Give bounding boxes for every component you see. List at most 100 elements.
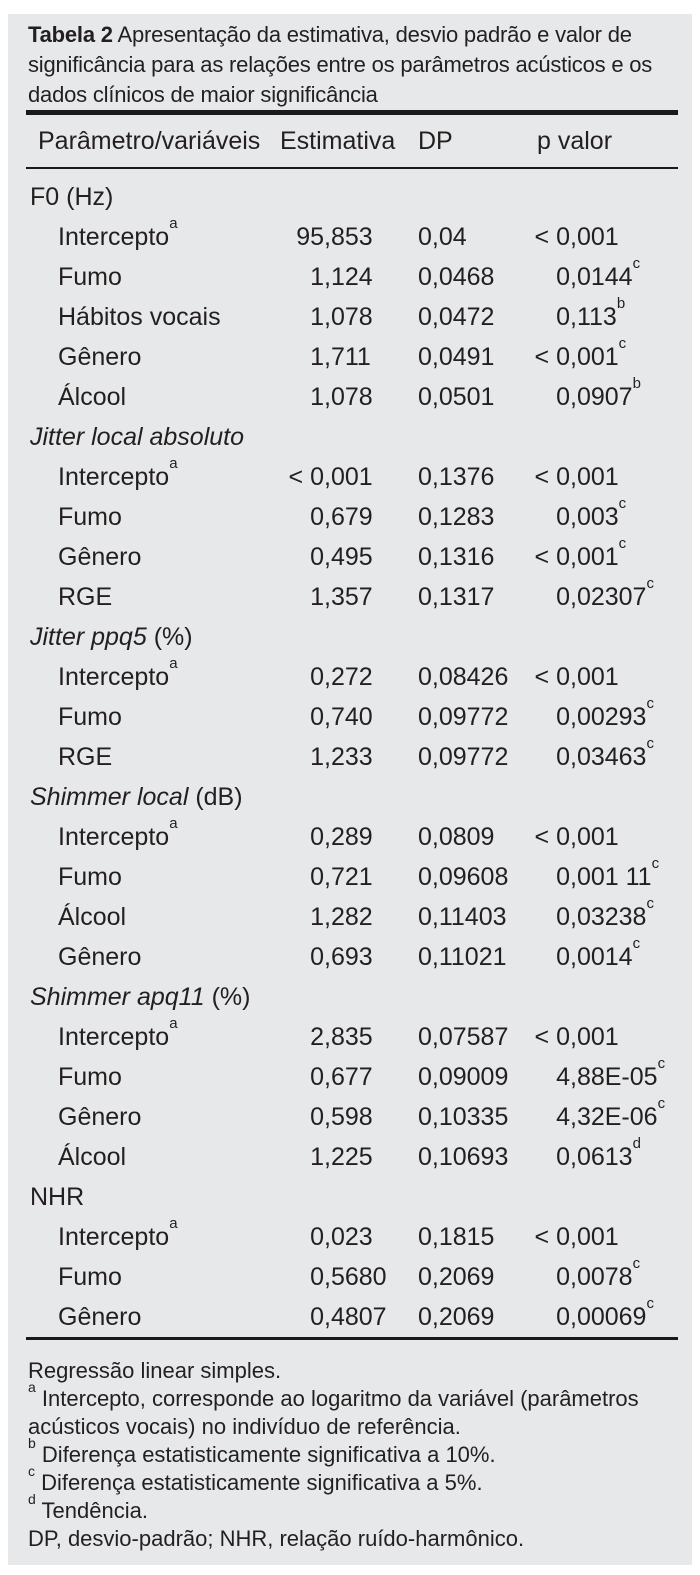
section-label: Jitter local absoluto: [30, 423, 244, 452]
decimal-part: ,003c: [570, 495, 627, 531]
integer-part: 0: [310, 542, 324, 571]
decimal-part: ,001: [570, 662, 619, 691]
decimal-part: ,693: [324, 942, 373, 971]
decimal-part: ,711: [324, 342, 371, 371]
table-caption-text: Apresentação da estimativa, desvio padrã…: [28, 22, 653, 107]
estimativa-cell: 1,225: [280, 1143, 418, 1172]
p-valor-cell: < 0,001: [533, 463, 678, 492]
decimal-part: ,0907b: [570, 375, 641, 411]
superscript-marker: a: [169, 1215, 178, 1233]
dp-cell: 0,09772: [418, 702, 509, 731]
superscript-marker: c: [646, 1295, 654, 1313]
param-cell: Fumo: [58, 502, 122, 531]
integer-part: 0: [310, 702, 324, 731]
param-cell: Interceptoa: [58, 1215, 178, 1251]
estimativa-cell: 0,272: [280, 663, 418, 692]
p-valor-cell: 0,03463c: [533, 736, 678, 772]
table-row: RGE 1,233 0,09772 0,03463c: [26, 736, 678, 777]
superscript-marker: a: [169, 1015, 178, 1033]
footnote-line: d Tendência.: [28, 1490, 148, 1523]
table-row: Interceptoa 0,023 0,1815 < 0,001: [26, 1215, 678, 1257]
param-cell: Interceptoa: [58, 815, 178, 851]
dp-cell: 0,10335: [418, 1102, 509, 1131]
param-cell: Fumo: [58, 862, 122, 891]
footnote-line: Regressão linear simples.: [28, 1358, 282, 1383]
dp-cell: 0,0501: [418, 382, 495, 411]
dp-cell: 0,0809: [418, 822, 495, 851]
decimal-part: ,853: [324, 222, 373, 251]
decimal-part: ,001: [570, 1022, 619, 1051]
decimal-part: ,0613d: [570, 1135, 641, 1171]
dp-cell: 0,1815: [418, 1222, 495, 1251]
estimativa-cell: 0,5680: [280, 1263, 418, 1292]
p-valor-cell: < 0,001: [533, 1023, 678, 1052]
table-row: Gênero 0,495 0,1316 < 0,001c: [26, 536, 678, 577]
rule-header-bottom: [26, 167, 678, 169]
dp-cell: 0,08426: [418, 662, 509, 691]
integer-part: 0: [556, 1142, 570, 1171]
estimativa-cell: 0,740: [280, 703, 418, 732]
superscript-marker: a: [169, 215, 178, 233]
column-header-p-valor: p valor: [537, 126, 613, 155]
table-row: Gênero 0,4807 0,2069 0,00069c: [26, 1295, 678, 1337]
rule-bottom: [26, 1337, 678, 1340]
superscript-marker: d: [632, 1135, 641, 1153]
estimativa-cell: 1,233: [280, 743, 418, 772]
table-row: Álcool 1,078 0,0501 0,0907b: [26, 375, 678, 417]
section-label: Jitter ppq5 (%): [30, 622, 193, 651]
table-row: Fumo 0,5680 0,2069 0,0078c: [26, 1256, 678, 1297]
superscript-marker: a: [169, 815, 178, 833]
param-cell: Interceptoa: [58, 1015, 178, 1051]
dp-cell: 0,0491: [418, 342, 495, 371]
estimativa-cell: 0,679: [280, 503, 418, 532]
param-cell: Interceptoa: [58, 455, 178, 491]
footnotes: Regressão linear simples. a Intercepto, c…: [28, 1357, 678, 1553]
decimal-part: ,721: [324, 862, 373, 891]
section-label-italic: Jitter ppq5: [30, 622, 147, 651]
estimativa-cell: 0,495: [280, 543, 418, 572]
param-cell: Hábitos vocais: [58, 302, 221, 331]
p-valor-cell: < 0,001: [533, 223, 678, 252]
estimativa-cell: 0,289: [280, 823, 418, 852]
integer-part: 0: [310, 1302, 324, 1331]
integer-part: 1: [310, 262, 324, 291]
estimativa-cell: 0,4807: [280, 1303, 418, 1332]
section-label-italic: Shimmer apq11: [30, 982, 205, 1011]
decimal-part: ,282: [324, 902, 373, 931]
integer-part: 1: [310, 382, 324, 411]
decimal-part: ,598: [324, 1102, 373, 1131]
decimal-part: ,023: [324, 1222, 373, 1251]
p-valor-cell: < 0,001: [533, 1223, 678, 1252]
section-label-italic: Shimmer local: [30, 782, 189, 811]
integer-part: 0: [556, 302, 570, 331]
table-row: Gênero 0,693 0,11021 0,0014c: [26, 936, 678, 977]
decimal-part: ,679: [324, 502, 373, 531]
section-row: Shimmer apq11 (%): [26, 977, 678, 1017]
dp-cell: 0,09772: [418, 742, 509, 771]
section-row: Shimmer local (dB): [26, 777, 678, 817]
dp-cell: 0,11021: [418, 942, 507, 971]
table-row: Fumo 0,721 0,09608 0,001 11c: [26, 856, 678, 897]
footnote-line: a Intercepto, corresponde ao logaritmo d…: [28, 1378, 639, 1439]
integer-part: 1: [310, 902, 324, 931]
dp-cell: 0,11403: [418, 902, 507, 931]
param-cell: Álcool: [58, 382, 127, 411]
table-row: Interceptoa 0,272 0,08426 < 0,001: [26, 656, 678, 697]
integer-part: 0: [310, 1102, 324, 1131]
p-valor-cell: 0,02307c: [533, 576, 678, 612]
integer-part: 0: [556, 1262, 570, 1291]
table-row: Fumo 0,679 0,1283 0,003c: [26, 495, 678, 537]
rule-top: [26, 110, 678, 115]
integer-part: 0: [556, 742, 570, 771]
decimal-part: ,32E-06c: [570, 1095, 666, 1131]
estimativa-cell: 0,677: [280, 1063, 418, 1092]
superscript-marker: b: [616, 295, 626, 313]
footnote-line: DP, desvio-padrão; NHR, relação ruído-ha…: [28, 1526, 525, 1551]
estimativa-cell: 1,078: [280, 383, 418, 412]
column-header-dp: DP: [418, 126, 453, 155]
decimal-part: ,272: [324, 662, 373, 691]
estimativa-cell: 0,023: [280, 1223, 418, 1252]
superscript-marker: a: [169, 455, 178, 473]
integer-part: 0: [310, 662, 324, 691]
integer-part: 0: [310, 942, 324, 971]
